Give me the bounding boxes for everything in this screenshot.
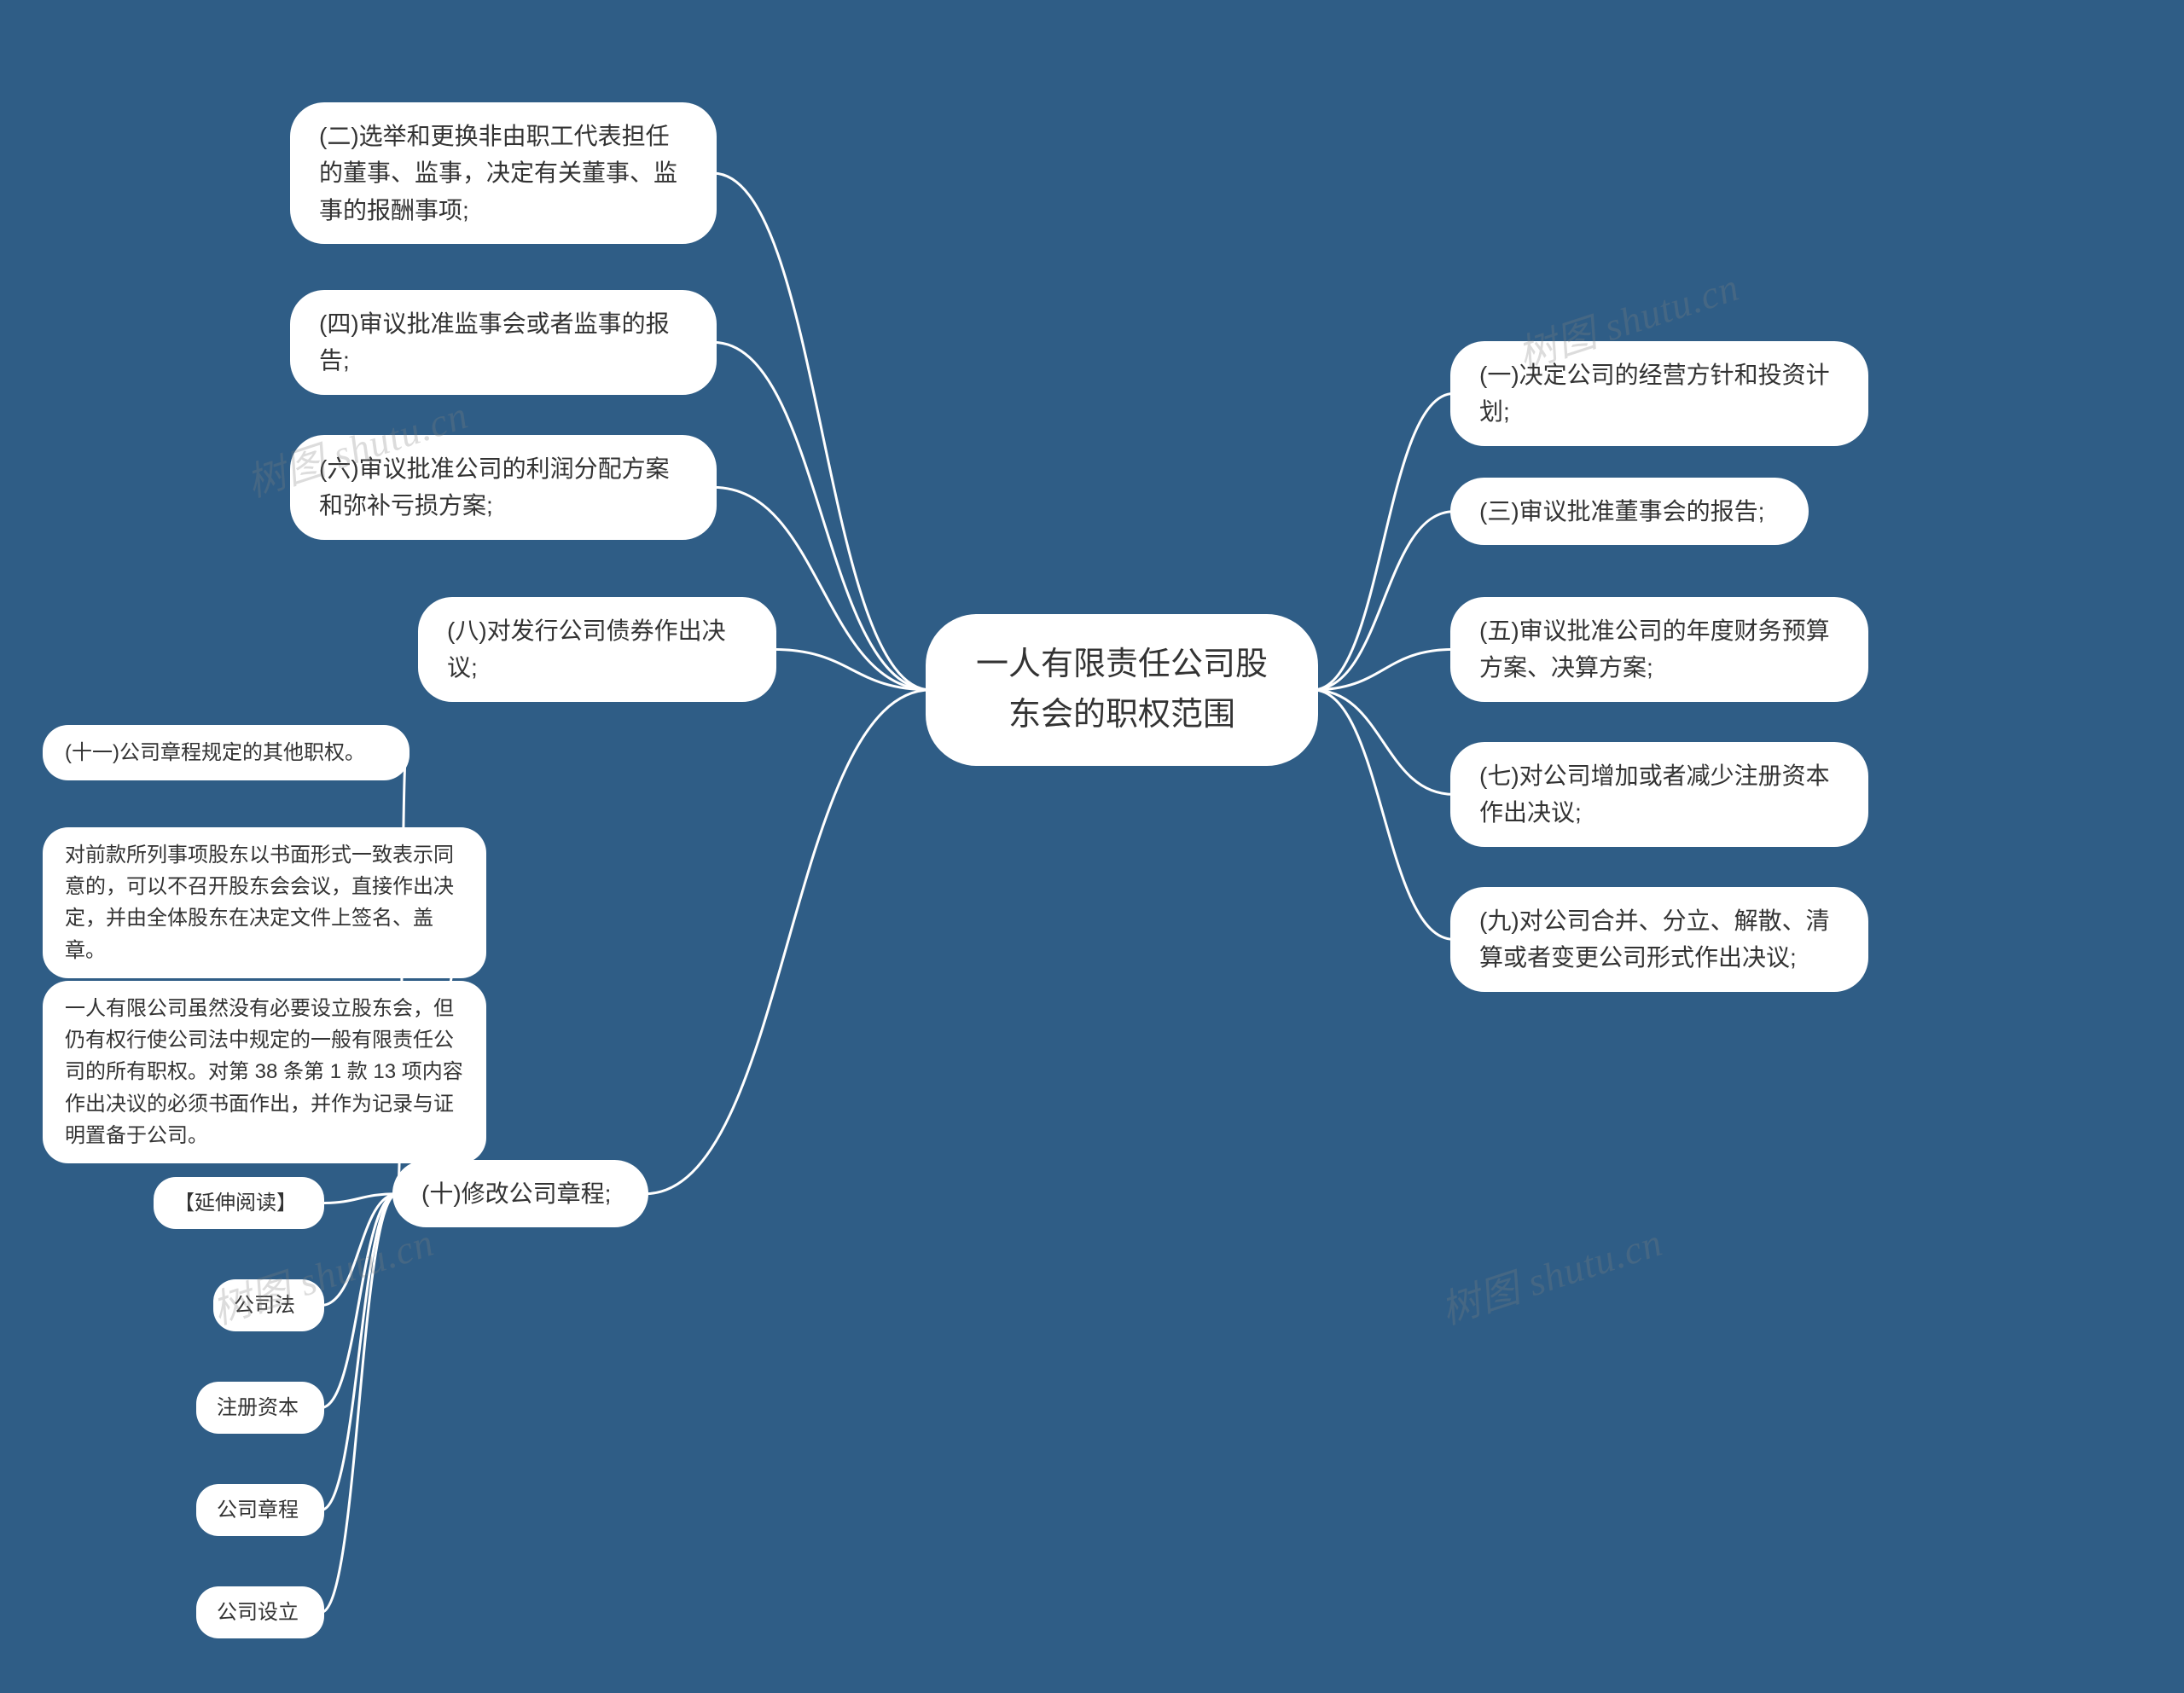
node-s14: 【延伸阅读】: [154, 1177, 324, 1229]
node-text: (六)审议批准公司的利润分配方案和弥补亏损方案;: [319, 455, 670, 519]
node-l10: (十)修改公司章程;: [392, 1160, 648, 1227]
node-l2: (二)选举和更换非由职工代表担任的董事、监事，决定有关董事、监事的报酬事项;: [290, 102, 717, 244]
node-s12: 对前款所列事项股东以书面形式一致表示同意的，可以不召开股东会会议，直接作出决定，…: [43, 827, 486, 978]
node-text: 公司法: [234, 1294, 295, 1317]
node-r9: (九)对公司合并、分立、解散、清算或者变更公司形式作出决议;: [1450, 887, 1868, 992]
node-text: 对前款所列事项股东以书面形式一致表示同意的，可以不召开股东会会议，直接作出决定，…: [65, 844, 454, 962]
node-s17: 公司章程: [196, 1484, 324, 1536]
node-text: (五)审议批准公司的年度财务预算方案、决算方案;: [1479, 617, 1830, 681]
node-text: 公司设立: [217, 1601, 299, 1624]
node-text: (十)修改公司章程;: [421, 1180, 611, 1207]
node-text: (一)决定公司的经营方针和投资计划;: [1479, 362, 1830, 425]
node-text: (二)选举和更换非由职工代表担任的董事、监事，决定有关董事、监事的报酬事项;: [319, 123, 677, 223]
node-text: (十一)公司章程规定的其他职权。: [65, 741, 365, 764]
node-l6: (六)审议批准公司的利润分配方案和弥补亏损方案;: [290, 435, 717, 540]
node-text: 一人有限公司虽然没有必要设立股东会，但仍有权行使公司法中规定的一般有限责任公司的…: [65, 997, 463, 1147]
node-text: 公司章程: [217, 1499, 299, 1522]
node-r7: (七)对公司增加或者减少注册资本作出决议;: [1450, 742, 1868, 847]
node-s11: (十一)公司章程规定的其他职权。: [43, 725, 410, 780]
node-s18: 公司设立: [196, 1586, 324, 1638]
node-s15: 公司法: [213, 1279, 324, 1331]
node-r5: (五)审议批准公司的年度财务预算方案、决算方案;: [1450, 597, 1868, 702]
node-text: 【延伸阅读】: [174, 1191, 297, 1215]
node-text: (四)审议批准监事会或者监事的报告;: [319, 310, 670, 374]
center-node: 一人有限责任公司股东会的职权范围: [926, 614, 1318, 766]
node-text: 注册资本: [217, 1396, 299, 1419]
node-l4: (四)审议批准监事会或者监事的报告;: [290, 290, 717, 395]
node-text: (七)对公司增加或者减少注册资本作出决议;: [1479, 762, 1830, 826]
node-text: (九)对公司合并、分立、解散、清算或者变更公司形式作出决议;: [1479, 907, 1830, 971]
center-text: 一人有限责任公司股东会的职权范围: [976, 646, 1268, 733]
node-r3: (三)审议批准董事会的报告;: [1450, 478, 1809, 545]
node-s16: 注册资本: [196, 1382, 324, 1434]
node-r1: (一)决定公司的经营方针和投资计划;: [1450, 341, 1868, 446]
node-text: (三)审议批准董事会的报告;: [1479, 498, 1764, 525]
node-l8: (八)对发行公司债券作出决议;: [418, 597, 776, 702]
node-text: (八)对发行公司债券作出决议;: [447, 617, 726, 681]
node-s13: 一人有限公司虽然没有必要设立股东会，但仍有权行使公司法中规定的一般有限责任公司的…: [43, 981, 486, 1163]
